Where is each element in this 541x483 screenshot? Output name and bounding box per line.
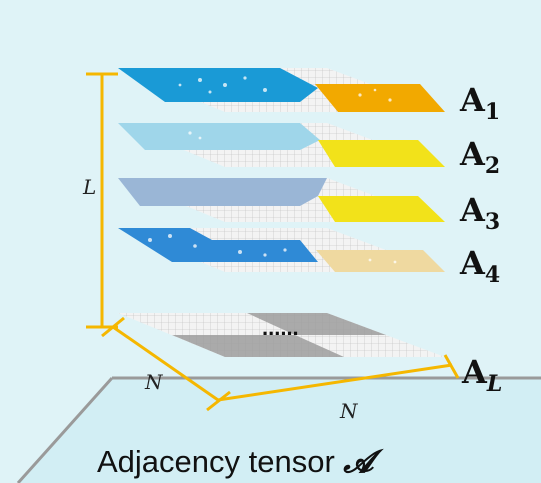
layer-speckles [148,76,397,264]
layer-label-A3: A3 [459,191,500,235]
axis-label-N-depth: N [144,370,164,394]
axis-N-width [217,354,460,402]
floor-edge-left [16,376,114,483]
layer-ellipsis: ...... [262,315,299,340]
axis-L [86,72,118,329]
layer-AL [118,313,445,357]
axis-label-L: L [82,175,96,199]
layer-A4 [118,228,445,272]
layer-A2 [118,123,445,167]
axis-label-N-width: N [339,399,359,423]
layer-A3 [118,178,445,222]
caption: Adjacency tensor 𝓐 [97,444,384,480]
floor-plane [18,378,541,483]
layer-label-A2: A2 [459,135,500,179]
layer-A1 [118,68,445,112]
layer-label-A4: A4 [459,244,500,288]
layer-label-AL: AL [461,353,502,397]
layer-label-A1: A1 [459,81,500,125]
